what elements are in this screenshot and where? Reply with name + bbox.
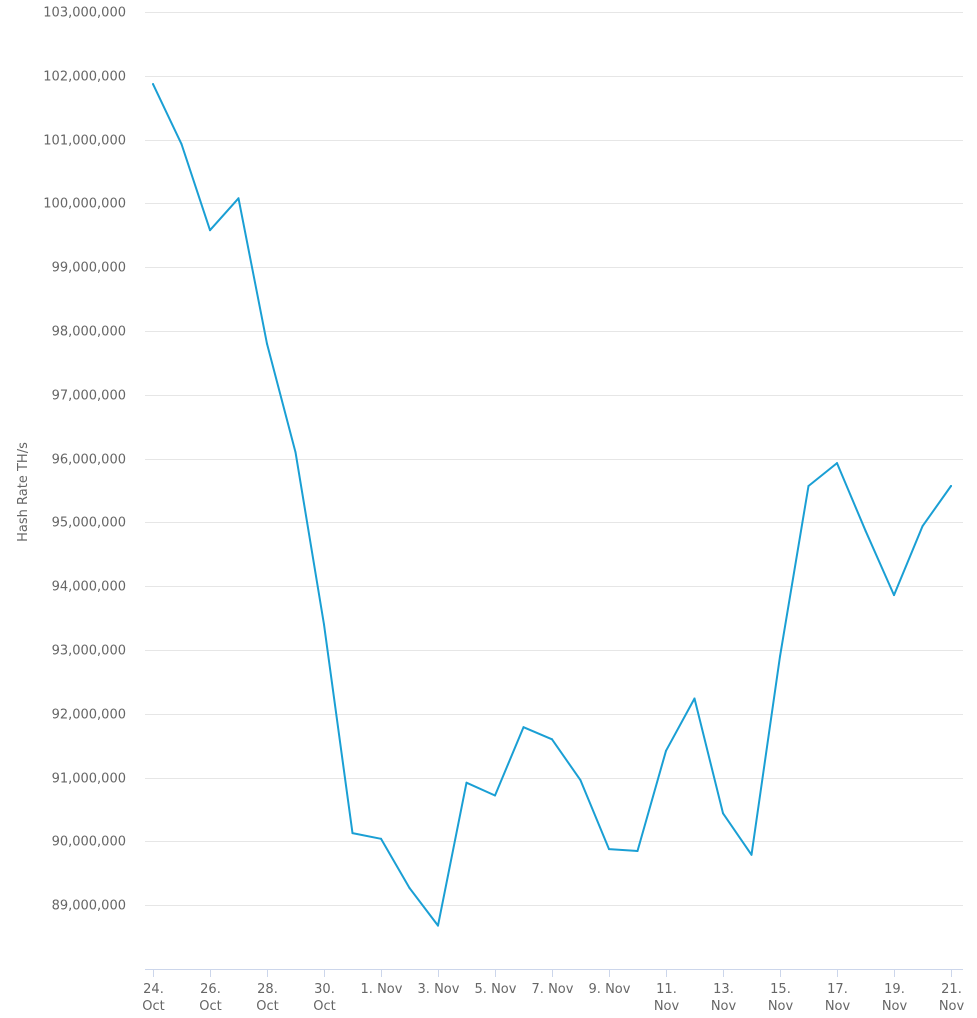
x-tick-label: 7. Nov [532,982,574,997]
data-point [665,749,667,752]
y-axis: 89,000,000 90,000,000 91,000,000 92,000,000… [43,6,126,914]
data-point [209,229,211,232]
x-tick-label: 5. Nov [475,982,517,997]
series [152,83,952,927]
data-point [152,83,154,86]
x-tick-label: 1. Nov [361,982,403,997]
x-tick-label: 9. Nov [589,982,631,997]
x-tick-label: 21. Nov [939,982,965,1014]
data-point [779,655,781,658]
x-tick-label: 15. Nov [768,982,794,1014]
y-tick-label: 96,000,000 [52,453,126,468]
data-point [351,832,354,835]
data-point [437,924,439,927]
x-tick-label: 24. Oct [142,982,164,1014]
y-tick-label: 97,000,000 [52,389,126,404]
data-point [636,850,639,852]
y-tick-label: 90,000,000 [52,835,126,850]
x-tick-label: 17. Nov [825,982,851,1014]
data-point [893,594,895,597]
data-point [836,462,838,465]
data-point [950,485,952,487]
gridlines [145,12,963,906]
x-tick-label: 19. Nov [882,982,908,1014]
x-tick-label: 11. Nov [654,982,680,1014]
x-tick-label: 13. Nov [711,982,737,1014]
y-tick-label: 94,000,000 [52,580,126,595]
y-tick-label: 98,000,000 [52,325,126,340]
x-tick-label: 3. Nov [418,982,460,997]
y-tick-label: 89,000,000 [52,899,126,914]
series-line [152,83,952,927]
y-tick-label: 92,000,000 [52,708,126,723]
y-tick-label: 103,000,000 [43,6,126,21]
data-point [237,197,240,200]
y-tick-label: 91,000,000 [52,772,126,787]
x-tick-label: 26. Oct [199,982,221,1014]
data-point [323,623,325,626]
y-tick-label: 95,000,000 [52,516,126,531]
data-point [864,529,867,532]
data-point [579,779,582,782]
data-point [921,525,924,528]
x-tick-label: 28. Oct [256,982,278,1014]
data-point [807,485,810,487]
data-point [380,837,382,840]
data-point [494,794,496,797]
data-point [522,726,525,729]
y-axis-title: Hash Rate TH/s [16,442,31,542]
data-point [408,887,411,889]
data-point [294,451,297,454]
data-point [608,848,610,851]
data-point [722,812,724,815]
data-point [750,853,753,856]
x-axis: 24. Oct 26. Oct 28. Oct 30. Oct 1. Nov 3. Nov 5. N… [142,969,964,1014]
y-tick-label: 101,000,000 [43,134,126,149]
data-point [266,342,268,345]
y-tick-label: 102,000,000 [43,70,126,85]
y-tick-label: 100,000,000 [43,197,126,212]
data-point [465,781,468,784]
y-tick-label: 93,000,000 [52,644,126,659]
x-tick-label: 30. Oct [313,982,335,1014]
data-point [551,738,553,741]
y-tick-label: 99,000,000 [52,261,126,276]
data-point [693,697,696,700]
data-point [180,143,183,146]
